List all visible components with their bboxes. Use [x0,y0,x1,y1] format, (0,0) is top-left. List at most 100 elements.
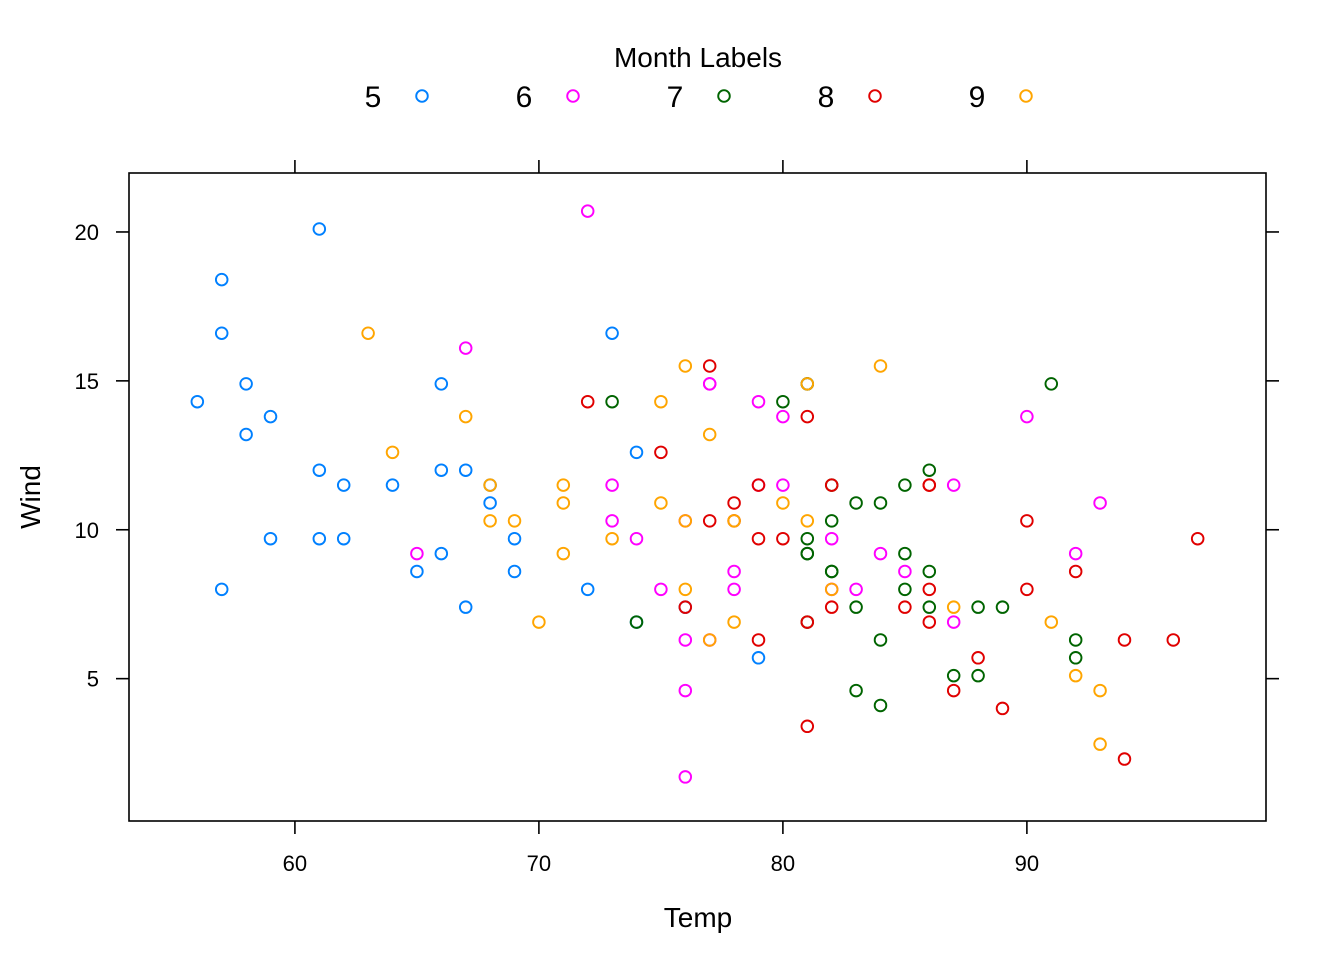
point-month-8 [1190,531,1205,546]
point-month-8 [1166,633,1181,647]
point-month-7 [922,564,937,579]
point-month-6 [776,478,790,492]
legend-label-8: 8 [818,81,835,114]
point-month-9 [556,546,571,561]
legend-marker-6 [566,89,580,103]
point-month-7 [800,531,815,546]
point-month-6 [702,377,717,391]
point-month-9 [654,394,668,409]
point-month-7 [873,698,888,713]
point-month-5 [507,531,522,546]
x-tick-label: 60 [283,851,307,876]
point-month-7 [971,668,985,683]
point-month-6 [849,582,863,597]
legend-label-7: 7 [667,81,684,114]
point-month-6 [678,770,693,784]
point-month-7 [995,600,1010,614]
point-month-5 [239,427,253,442]
point-month-6 [727,582,741,597]
point-month-8 [702,359,717,373]
point-month-9 [727,615,741,629]
point-month-5 [410,564,424,579]
point-month-7 [1068,651,1083,665]
y-tick-label: 10 [75,518,99,543]
point-month-6 [824,531,839,546]
legend-marker-7 [717,89,731,103]
point-month-8 [776,531,790,546]
point-month-9 [361,326,375,340]
point-month-5 [336,531,351,546]
point-month-6 [898,564,912,579]
point-month-8 [800,409,815,424]
point-month-8 [727,496,741,510]
point-month-9 [458,409,473,424]
point-month-9 [800,377,815,391]
point-month-5 [629,445,644,460]
point-month-7 [824,564,839,579]
legend-label-5: 5 [365,81,382,114]
axes: 60 70 80 90 5 10 15 20 [75,160,1279,876]
point-month-9 [873,359,888,373]
point-month-7 [1044,377,1059,391]
point-month-8 [654,445,668,460]
point-month-9 [824,582,839,597]
point-month-8 [751,478,766,492]
point-month-9 [678,359,693,373]
point-month-8 [922,615,937,629]
point-month-9 [654,496,668,510]
point-month-7 [605,394,619,409]
point-month-9 [1044,615,1059,629]
point-month-7 [1068,633,1083,647]
point-month-9 [776,496,790,510]
point-month-8 [1068,564,1083,579]
y-tick-label: 20 [75,220,99,245]
point-month-8 [678,600,693,614]
point-month-7 [971,600,985,614]
legend-marker-9 [1019,89,1033,103]
point-month-6 [751,394,766,409]
point-month-7 [849,683,863,698]
point-month-6 [654,582,668,597]
point-month-7 [800,546,815,561]
point-month-9 [556,496,571,510]
point-month-6 [873,546,888,561]
point-month-5 [263,531,278,546]
point-month-5 [434,546,449,561]
point-month-6 [727,564,741,579]
point-month-8 [702,514,717,528]
point-month-5 [336,478,351,492]
point-month-5 [434,377,449,391]
point-month-9 [702,427,717,442]
point-month-9 [483,514,497,528]
point-month-8 [800,615,815,629]
point-month-8 [995,701,1010,716]
point-month-9 [678,582,693,597]
point-month-5 [214,326,229,340]
point-month-9 [605,531,619,546]
point-month-5 [385,478,400,492]
point-month-8 [751,531,766,546]
legend-marker-8 [868,89,882,103]
point-month-9 [532,615,546,629]
point-month-5 [458,463,473,477]
plot-frame [128,172,1267,822]
point-month-8 [824,600,839,614]
legend-marker-5 [415,89,429,103]
point-month-8 [898,600,912,614]
y-tick-label: 15 [75,369,99,394]
point-month-9 [1068,668,1083,683]
point-month-7 [898,478,912,492]
point-month-5 [263,409,278,424]
point-month-6 [678,633,693,647]
legend-label-9: 9 [969,81,986,114]
point-month-8 [971,651,985,665]
point-month-5 [239,377,253,391]
point-month-8 [1020,582,1034,597]
data-points [190,204,1205,784]
point-month-6 [410,546,424,561]
point-month-7 [824,514,839,528]
point-month-9 [946,600,961,614]
point-month-7 [776,394,790,409]
